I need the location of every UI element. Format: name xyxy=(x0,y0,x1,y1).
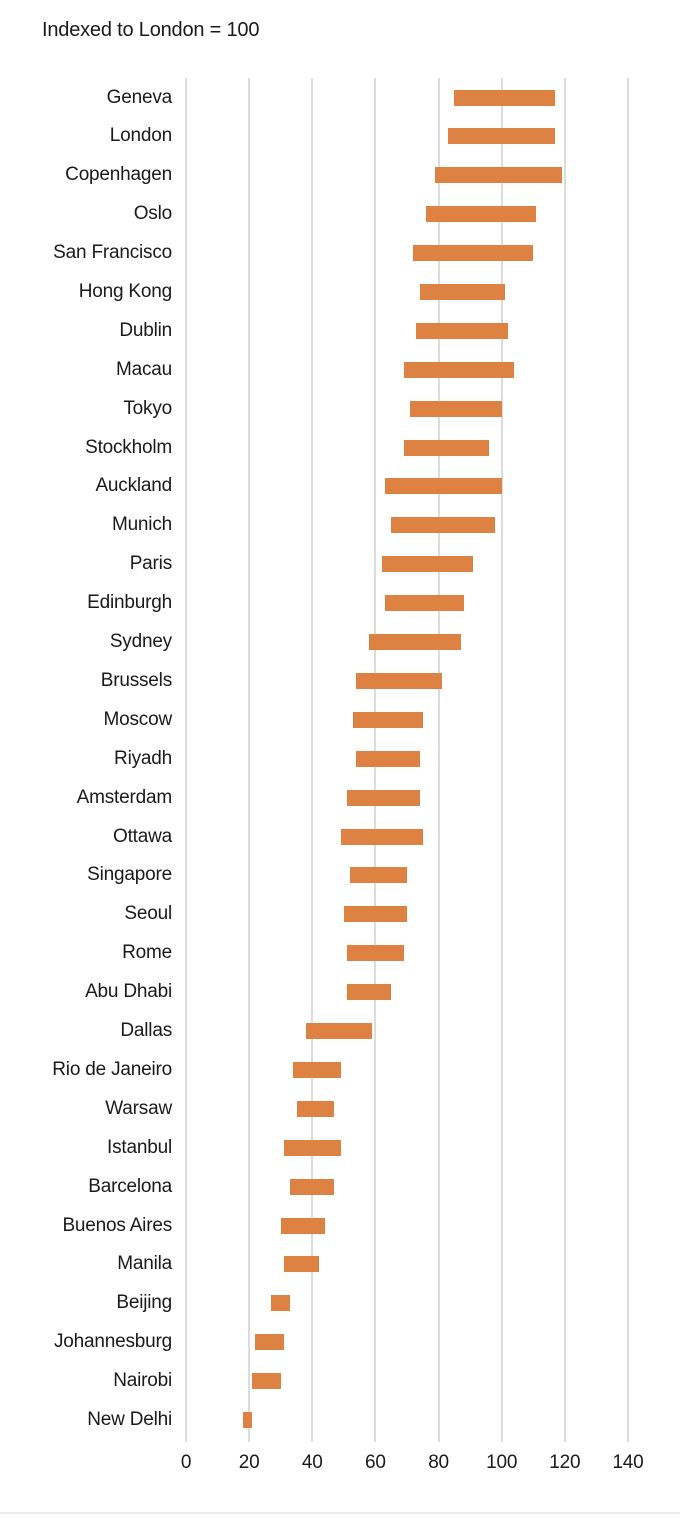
range-bar xyxy=(369,634,461,651)
city-label: Stockholm xyxy=(85,436,172,458)
x-tick-label: 140 xyxy=(612,1452,644,1473)
city-label: Riyadh xyxy=(114,747,172,769)
city-label: Dallas xyxy=(120,1020,172,1042)
range-bar xyxy=(305,1023,373,1040)
range-bar xyxy=(283,1256,319,1273)
x-tick-label: 0 xyxy=(180,1452,192,1473)
range-bar xyxy=(448,128,556,145)
city-label: Singapore xyxy=(87,864,172,886)
city-label: Copenhagen xyxy=(65,164,172,186)
x-tick-label: 20 xyxy=(238,1452,260,1473)
range-bar xyxy=(252,1373,281,1390)
range-bar xyxy=(255,1334,284,1351)
city-label: Rome xyxy=(122,942,172,964)
city-label: Geneva xyxy=(106,86,173,108)
city-label: Hong Kong xyxy=(78,280,172,302)
city-label: Brussels xyxy=(100,669,172,691)
range-bar xyxy=(356,672,442,689)
range-bar xyxy=(381,556,474,573)
range-bar xyxy=(347,945,404,962)
city-label: Ottawa xyxy=(113,825,172,847)
gridline xyxy=(627,78,629,1442)
city-label: Munich xyxy=(111,514,172,536)
range-bar xyxy=(454,89,556,106)
x-tick-label: 80 xyxy=(428,1452,449,1473)
gridline xyxy=(185,78,187,1442)
x-tick-label: 100 xyxy=(486,1452,518,1473)
city-label: Seoul xyxy=(124,903,172,925)
city-label: Oslo xyxy=(133,203,172,225)
range-bar xyxy=(296,1100,335,1117)
city-label: Dublin xyxy=(119,319,172,341)
plot-area xyxy=(185,78,629,1442)
city-label: Johannesburg xyxy=(53,1331,172,1353)
city-label: Istanbul xyxy=(107,1136,172,1158)
city-label: Sydney xyxy=(109,631,172,653)
city-label: Buenos Aires xyxy=(62,1214,172,1236)
range-bar xyxy=(384,478,502,495)
city-label: New Delhi xyxy=(87,1409,172,1430)
city-label: Rio de Janeiro xyxy=(52,1058,172,1080)
gridline xyxy=(437,78,440,1442)
range-bar xyxy=(353,711,423,728)
city-label: Tokyo xyxy=(123,397,172,419)
gridline xyxy=(500,78,503,1442)
city-label: London xyxy=(109,125,172,147)
x-tick-label: 60 xyxy=(365,1452,386,1473)
x-tick-label: 40 xyxy=(301,1452,323,1473)
range-bar xyxy=(419,283,505,300)
chart-title: Indexed to London = 100 xyxy=(42,19,260,41)
range-bar xyxy=(350,867,407,884)
city-label: Barcelona xyxy=(88,1175,172,1197)
range-bar xyxy=(290,1178,335,1195)
range-bar xyxy=(435,167,562,184)
range-bar xyxy=(280,1217,325,1234)
x-tick-label: 120 xyxy=(549,1452,581,1473)
range-bar xyxy=(242,1412,253,1428)
range-bar xyxy=(356,750,420,767)
range-bar xyxy=(283,1139,341,1156)
gridline xyxy=(563,78,566,1442)
city-label: Paris xyxy=(129,553,172,575)
range-bar xyxy=(425,206,537,223)
city-label: Warsaw xyxy=(105,1097,172,1119)
range-bar xyxy=(410,400,502,417)
city-label: Manila xyxy=(117,1253,172,1275)
city-label: Beijing xyxy=(116,1292,172,1314)
bottom-divider xyxy=(0,1512,680,1514)
range-bar xyxy=(347,789,420,806)
gridline xyxy=(248,78,251,1442)
range-bar xyxy=(347,984,392,1001)
range-bar xyxy=(340,828,423,845)
range-bar xyxy=(343,906,407,923)
city-label: San Francisco xyxy=(53,242,172,264)
range-bar xyxy=(391,517,496,534)
range-bar xyxy=(384,595,464,612)
city-label: Nairobi xyxy=(113,1370,172,1392)
city-label: Macau xyxy=(115,358,172,380)
range-bar xyxy=(293,1061,341,1078)
range-bar xyxy=(413,245,534,262)
range-bar xyxy=(271,1295,291,1312)
city-label: Amsterdam xyxy=(76,786,173,808)
city-label: Abu Dhabi xyxy=(85,981,172,1003)
city-label: Auckland xyxy=(95,475,172,497)
gridline xyxy=(311,78,314,1442)
city-label: Edinburgh xyxy=(87,592,172,614)
city-label: Moscow xyxy=(103,708,173,730)
range-bar xyxy=(403,361,515,378)
range-bar xyxy=(416,322,509,339)
range-bar xyxy=(403,439,490,456)
